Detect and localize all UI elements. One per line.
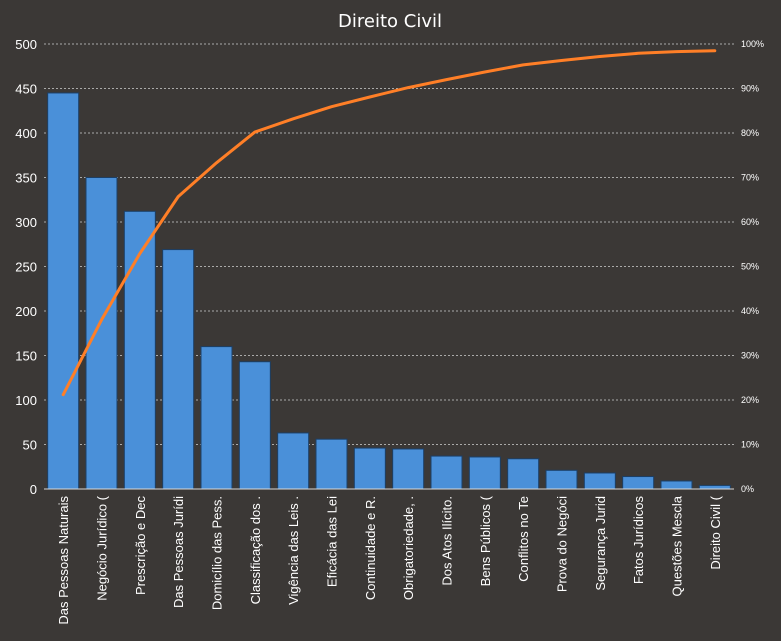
cumulative-line — [61, 49, 717, 397]
y2-tick-label: 10% — [741, 440, 759, 450]
bar — [47, 92, 80, 490]
y-tick-label: 200 — [15, 304, 37, 319]
y2-tick-label: 30% — [741, 351, 759, 361]
x-tick-label: Das Pessoas Naturais — [56, 496, 71, 625]
x-tick-label: Segurança Jurid — [593, 496, 608, 591]
y2-tick-label: 50% — [741, 262, 759, 272]
y-tick-label: 450 — [15, 82, 37, 97]
y-tick-label: 250 — [15, 260, 37, 275]
x-tick-label: Fatos Jurídicos — [631, 496, 646, 585]
y-axis: 0 50 100 150 200 250 300 350 400 450 500 — [15, 37, 37, 497]
y-tick-label: 300 — [15, 215, 37, 230]
bar — [622, 476, 655, 490]
bar — [468, 456, 501, 490]
y2-tick-label: 100% — [741, 39, 764, 49]
y2-axis: 0% 10% 20% 30% 40% 50% 60% 70% 80% 90% 100% — [741, 39, 764, 494]
bar — [545, 469, 578, 490]
x-tick-label: Domicílio das Pess. — [210, 496, 225, 610]
y2-tick-label: 90% — [741, 84, 759, 94]
bar — [698, 484, 731, 490]
y-tick-label: 350 — [15, 171, 37, 186]
x-tick-label: Continuidade e R. — [363, 496, 378, 600]
bar — [507, 458, 540, 490]
y2-tick-label: 20% — [741, 395, 759, 405]
x-tick-label: Classificação dos . — [248, 496, 263, 604]
bar — [162, 249, 195, 490]
x-axis: Das Pessoas Naturais Negócio Jurídico ( Pr… — [44, 488, 734, 625]
x-tick-label: Direito Civil ( — [708, 495, 723, 569]
bar — [392, 448, 425, 490]
bar — [123, 210, 156, 490]
y2-tick-label: 40% — [741, 306, 759, 316]
x-tick-label: Obrigatoriedade, . — [401, 496, 416, 600]
x-tick-label: Questões Mescla — [670, 495, 685, 596]
x-tick-label: Prescrição e Dec — [133, 496, 148, 595]
cumulative-series-line — [61, 49, 717, 397]
y2-tick-label: 80% — [741, 128, 759, 138]
x-tick-label: Conflitos no Te — [516, 496, 531, 582]
bar — [315, 438, 348, 490]
grid-lines — [44, 43, 734, 445]
y-tick-label: 100 — [15, 393, 37, 408]
y-tick-label: 400 — [15, 126, 37, 141]
bar — [200, 346, 233, 490]
y-tick-label: 50 — [23, 438, 37, 453]
y-tick-label: 500 — [15, 37, 37, 52]
x-tick-label: Negócio Jurídico ( — [95, 495, 110, 600]
bar — [660, 480, 693, 490]
bar — [238, 361, 271, 490]
bar — [430, 455, 463, 490]
x-tick-label: Eficácia das Lei — [325, 496, 340, 587]
x-tick-label: Vigência das Leis . — [286, 496, 301, 605]
y2-tick-label: 70% — [741, 173, 759, 183]
y2-tick-label: 60% — [741, 217, 759, 227]
y2-tick-label: 0% — [741, 484, 754, 494]
y-tick-label: 0 — [30, 482, 37, 497]
chart-title: Direito Civil — [338, 11, 442, 32]
x-tick-label: Das Pessoas Jurídi — [171, 496, 186, 608]
bars — [47, 92, 731, 490]
bar — [353, 447, 386, 490]
x-tick-label: Prova do Negóci — [555, 496, 570, 592]
x-tick-label: Bens Públicos ( — [478, 495, 493, 586]
bar — [277, 432, 310, 490]
y-tick-label: 150 — [15, 349, 37, 364]
bar — [583, 472, 616, 490]
x-tick-label: Dos Atos Ilícito. — [440, 496, 455, 586]
bar — [85, 177, 118, 490]
